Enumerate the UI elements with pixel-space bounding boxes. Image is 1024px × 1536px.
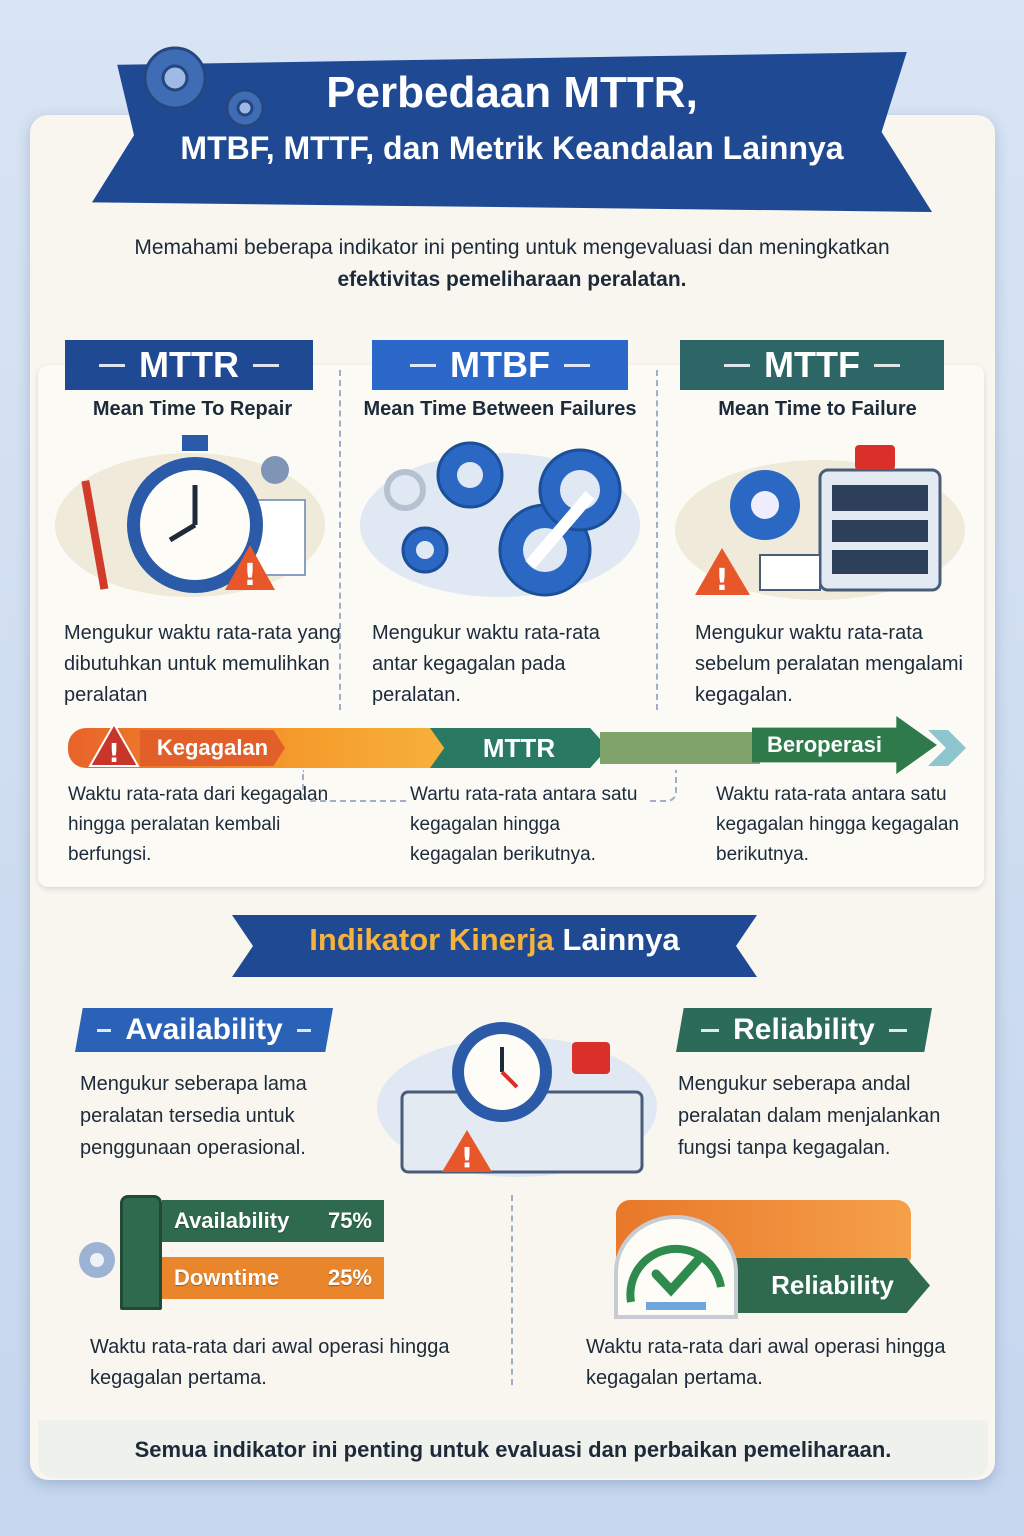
gear-icon xyxy=(79,1242,115,1278)
mtbf-header: MTBF xyxy=(372,340,628,390)
svg-text:!: ! xyxy=(108,739,120,768)
svg-text:!: ! xyxy=(461,1141,474,1174)
warning-icon: ! xyxy=(88,722,140,768)
section-title-rest: Lainnya xyxy=(562,922,680,957)
reliability-description: Mengukur seberapa andal peralatan dalam … xyxy=(678,1073,941,1159)
downtime-bar: Downtime 25% xyxy=(162,1257,384,1299)
divider xyxy=(339,370,341,710)
mttf-fullname: Mean Time to Failure xyxy=(718,398,917,420)
title-ribbon xyxy=(92,52,932,212)
section-title-highlight: Indikator Kinerja xyxy=(309,922,554,957)
mttf-header: MTTF xyxy=(680,340,944,390)
server-alarm-icon: ! xyxy=(675,445,965,600)
machine-stopwatch-icon: ! xyxy=(377,1022,657,1177)
operating-note: Waktu rata-rata antara satu kegagalan hi… xyxy=(716,784,959,865)
step-failure: Kegagalan xyxy=(140,730,285,766)
failure-note: Waktu rata-rata dari kegagalan hingga pe… xyxy=(68,784,329,865)
divider xyxy=(656,370,658,710)
page-title-line1: Perbedaan MTTR, xyxy=(326,68,698,117)
subtitle-bold: efektivitas pemeliharaan peralatan. xyxy=(337,268,687,291)
svg-text:!: ! xyxy=(715,563,729,598)
gears-wrench-icon xyxy=(360,441,640,597)
gauge-post xyxy=(120,1195,162,1310)
mttr-note: Wartu rata-rata antara satu kegagalan hi… xyxy=(410,780,650,870)
reliability-note: Waktu rata-rata dari awal operasi hingga… xyxy=(586,1336,946,1389)
availability-description: Mengukur seberapa lama peralatan tersedi… xyxy=(80,1073,307,1159)
reliability-badge: Reliability xyxy=(735,1258,930,1313)
chevron-right-icon xyxy=(928,730,966,766)
mttr-description: Mengukur waktu rata-rata yang dibutuhkan… xyxy=(64,622,341,706)
mttr-header: MTTR xyxy=(65,340,313,390)
step-mttr: MTTR xyxy=(430,728,608,768)
page-title-line2: MTBF, MTTF, dan Metrik Keandalan Lainnya xyxy=(180,130,844,166)
availability-header: Availability xyxy=(75,1008,333,1052)
section-ribbon xyxy=(232,915,757,977)
mtbf-description: Mengukur waktu rata-rata antar kegagalan… xyxy=(372,622,600,706)
gauge-check-icon xyxy=(614,1215,738,1319)
section-title: Indikator Kinerja Lainnya xyxy=(232,922,757,958)
gear-icon xyxy=(143,46,265,128)
availability-bar: Availability 75% xyxy=(162,1200,384,1242)
svg-text:!: ! xyxy=(243,558,257,593)
availability-note: Waktu rata-rata dari awal operasi hingga… xyxy=(90,1336,450,1389)
subtitle: Memahami beberapa indikator ini penting … xyxy=(60,232,964,296)
footer-text: Semua indikator ini penting untuk evalua… xyxy=(134,1437,892,1462)
subtitle-text: Memahami beberapa indikator ini penting … xyxy=(134,236,890,259)
mttr-fullname: Mean Time To Repair xyxy=(92,398,293,420)
mttf-description: Mengukur waktu rata-rata sebelum peralat… xyxy=(695,622,963,706)
footer-band xyxy=(38,1420,988,1478)
flow-bar xyxy=(600,732,760,764)
stopwatch-tools-warning-icon: ! xyxy=(55,435,325,597)
divider xyxy=(511,1195,513,1385)
reliability-header: Reliability xyxy=(676,1008,932,1052)
mtbf-fullname: Mean Time Between Failures xyxy=(363,398,637,420)
